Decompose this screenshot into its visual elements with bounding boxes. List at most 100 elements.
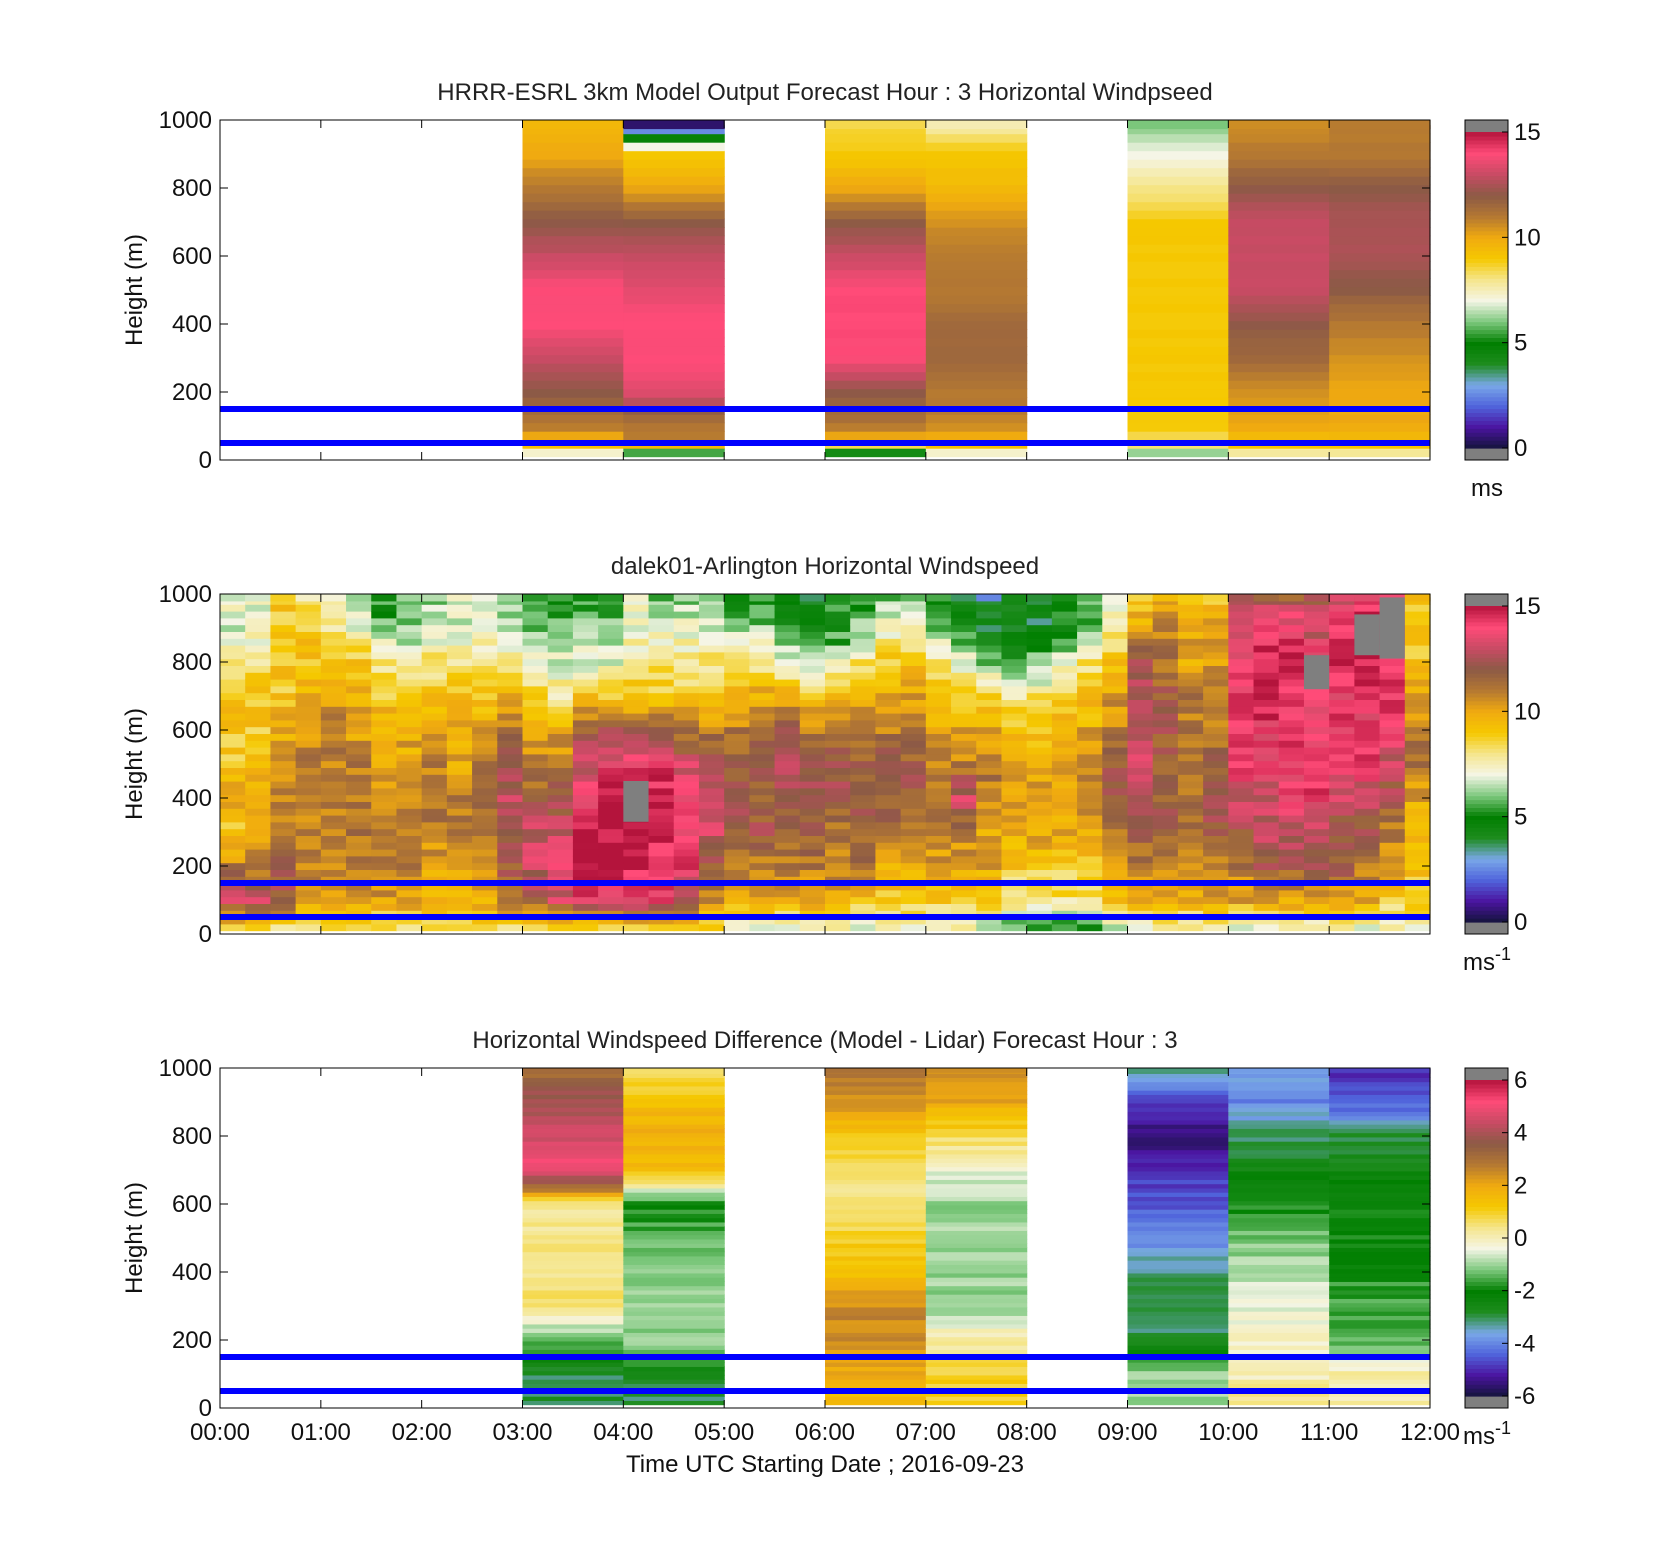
heatmap-cell <box>421 672 448 680</box>
heatmap-cell <box>245 855 272 864</box>
heatmap-cell <box>1303 760 1330 768</box>
heatmap-cell <box>1051 658 1078 666</box>
heatmap-cell <box>825 1298 927 1304</box>
heatmap-cell <box>497 638 524 646</box>
colorbar-cell <box>1465 1301 1508 1306</box>
heatmap-cell <box>547 849 574 857</box>
heatmap-cell <box>976 903 1003 911</box>
heatmap-cell <box>220 821 246 830</box>
colorbar-tick-label: 5 <box>1514 330 1527 357</box>
heatmap-cell <box>572 645 599 653</box>
heatmap-cell <box>976 631 1003 639</box>
heatmap-cell <box>522 244 624 254</box>
heatmap-cell <box>270 828 297 836</box>
heatmap-cell <box>1127 1357 1229 1363</box>
heatmap-cell <box>522 1357 624 1363</box>
heatmap-cell <box>1278 883 1305 891</box>
heatmap-cell <box>850 645 877 653</box>
heatmap-cell <box>774 903 801 911</box>
heatmap-cell <box>1278 815 1305 823</box>
heatmap-cell <box>522 210 624 220</box>
heatmap-cell <box>1127 125 1229 135</box>
heatmap-cell <box>1102 594 1129 602</box>
heatmap-cell <box>270 842 297 850</box>
heatmap-cell <box>371 665 398 673</box>
colorbar-cell <box>1465 365 1508 370</box>
heatmap-cell <box>1177 726 1204 734</box>
heatmap-cell <box>951 692 977 700</box>
heatmap-cell <box>749 617 776 626</box>
heatmap-cell <box>1278 787 1305 796</box>
heatmap-cell <box>1152 828 1179 836</box>
y-tick-label: 0 <box>199 447 212 474</box>
heatmap-cell <box>850 760 877 768</box>
heatmap-cell <box>749 794 776 802</box>
heatmap-cell <box>850 903 877 911</box>
heatmap-column <box>1177 594 1204 932</box>
heatmap-cell <box>1354 917 1381 925</box>
heatmap-cell <box>1329 685 1355 694</box>
heatmap-cell <box>572 672 599 680</box>
heatmap-cell <box>547 903 574 911</box>
heatmap-cell <box>320 631 347 639</box>
heatmap-cell <box>623 1277 725 1282</box>
heatmap-cell <box>245 889 272 898</box>
heatmap-cell <box>396 842 423 850</box>
heatmap-cell <box>446 594 473 602</box>
heatmap-cell <box>850 740 877 748</box>
heatmap-cell <box>925 142 1028 152</box>
heatmap-cell <box>875 611 902 619</box>
heatmap-cell <box>1329 631 1355 639</box>
heatmap-cell <box>497 821 524 830</box>
colorbar-cell <box>1465 1190 1508 1196</box>
heatmap-cell <box>925 1238 1028 1244</box>
heatmap-cell <box>522 1115 624 1121</box>
heatmap-cell <box>522 1306 624 1312</box>
heatmap-cell <box>825 645 851 653</box>
heatmap-cell <box>1228 329 1330 339</box>
colorbar-cell <box>1465 337 1508 342</box>
heatmap-cell <box>698 747 725 755</box>
heatmap-cell <box>346 617 372 626</box>
heatmap-cell <box>1354 842 1381 850</box>
heatmap-cell <box>925 889 952 898</box>
heatmap-cell <box>547 658 574 666</box>
heatmap-cell <box>1102 808 1129 816</box>
heatmap-cell <box>1127 1226 1229 1231</box>
heatmap-cell <box>1152 767 1179 775</box>
heatmap-cell <box>623 1336 725 1342</box>
heatmap-cell <box>1379 672 1406 680</box>
heatmap-cell <box>774 815 801 823</box>
heatmap-cell <box>1329 227 1431 237</box>
colorbar-cell <box>1465 843 1508 848</box>
colorbar-cell <box>1465 345 1508 350</box>
heatmap-cell <box>1152 842 1179 850</box>
heatmap-cell <box>270 801 297 809</box>
heatmap-cell <box>1354 808 1381 816</box>
colorbar-cell <box>1465 369 1508 374</box>
heatmap-cell <box>245 862 272 870</box>
heatmap-cell <box>900 903 927 911</box>
colorbar-cell <box>1465 376 1508 382</box>
heatmap-cell <box>371 611 398 619</box>
colorbar-cell <box>1465 914 1508 919</box>
heatmap-cell <box>396 801 423 809</box>
heatmap-cell <box>1228 849 1255 857</box>
heatmap-cell <box>825 685 851 694</box>
heatmap-cell <box>900 781 927 789</box>
heatmap-column <box>1001 594 1028 932</box>
heatmap-cell <box>673 767 700 775</box>
heatmap-cell <box>1329 624 1355 632</box>
heatmap-cell <box>1077 774 1103 782</box>
heatmap-cell <box>1354 726 1381 734</box>
heatmap-cell <box>648 828 675 836</box>
heatmap-cell <box>1152 808 1179 816</box>
x-tick-label: 08:00 <box>997 1419 1057 1446</box>
heatmap-cell <box>472 910 498 918</box>
heatmap-cell <box>598 719 624 728</box>
heatmap-cell <box>1077 645 1103 653</box>
heatmap-cell <box>951 740 977 748</box>
heatmap-cell <box>1329 286 1431 296</box>
heatmap-cell <box>522 849 549 857</box>
heatmap-cell <box>900 760 927 768</box>
